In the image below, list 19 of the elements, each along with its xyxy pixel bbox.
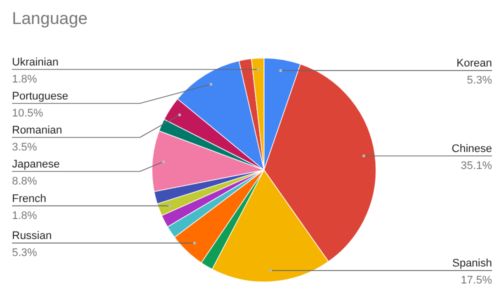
slice-label: Ukrainian (12, 56, 58, 68)
slice-label: Japanese (12, 158, 60, 170)
data-label: 35.1% (460, 160, 492, 172)
data-label: 8.8% (12, 175, 38, 188)
slice-label: Korean (456, 58, 492, 70)
chart-title: Language (12, 9, 88, 28)
slice-label: Portuguese (12, 90, 68, 102)
slice-label: Spanish (452, 258, 492, 270)
data-label: 10.5% (12, 107, 44, 120)
slice-label: Russian (12, 230, 52, 242)
slice-label: French (12, 192, 46, 205)
slice-label: Chinese (452, 142, 492, 155)
data-label: 5.3% (12, 247, 38, 260)
data-label: 5.3% (466, 74, 492, 87)
data-label: 17.5% (460, 274, 492, 287)
slice-label: Romanian (12, 124, 62, 136)
data-label: 1.8% (12, 73, 38, 86)
data-label: 3.5% (12, 141, 38, 154)
data-label: 1.8% (12, 210, 38, 222)
